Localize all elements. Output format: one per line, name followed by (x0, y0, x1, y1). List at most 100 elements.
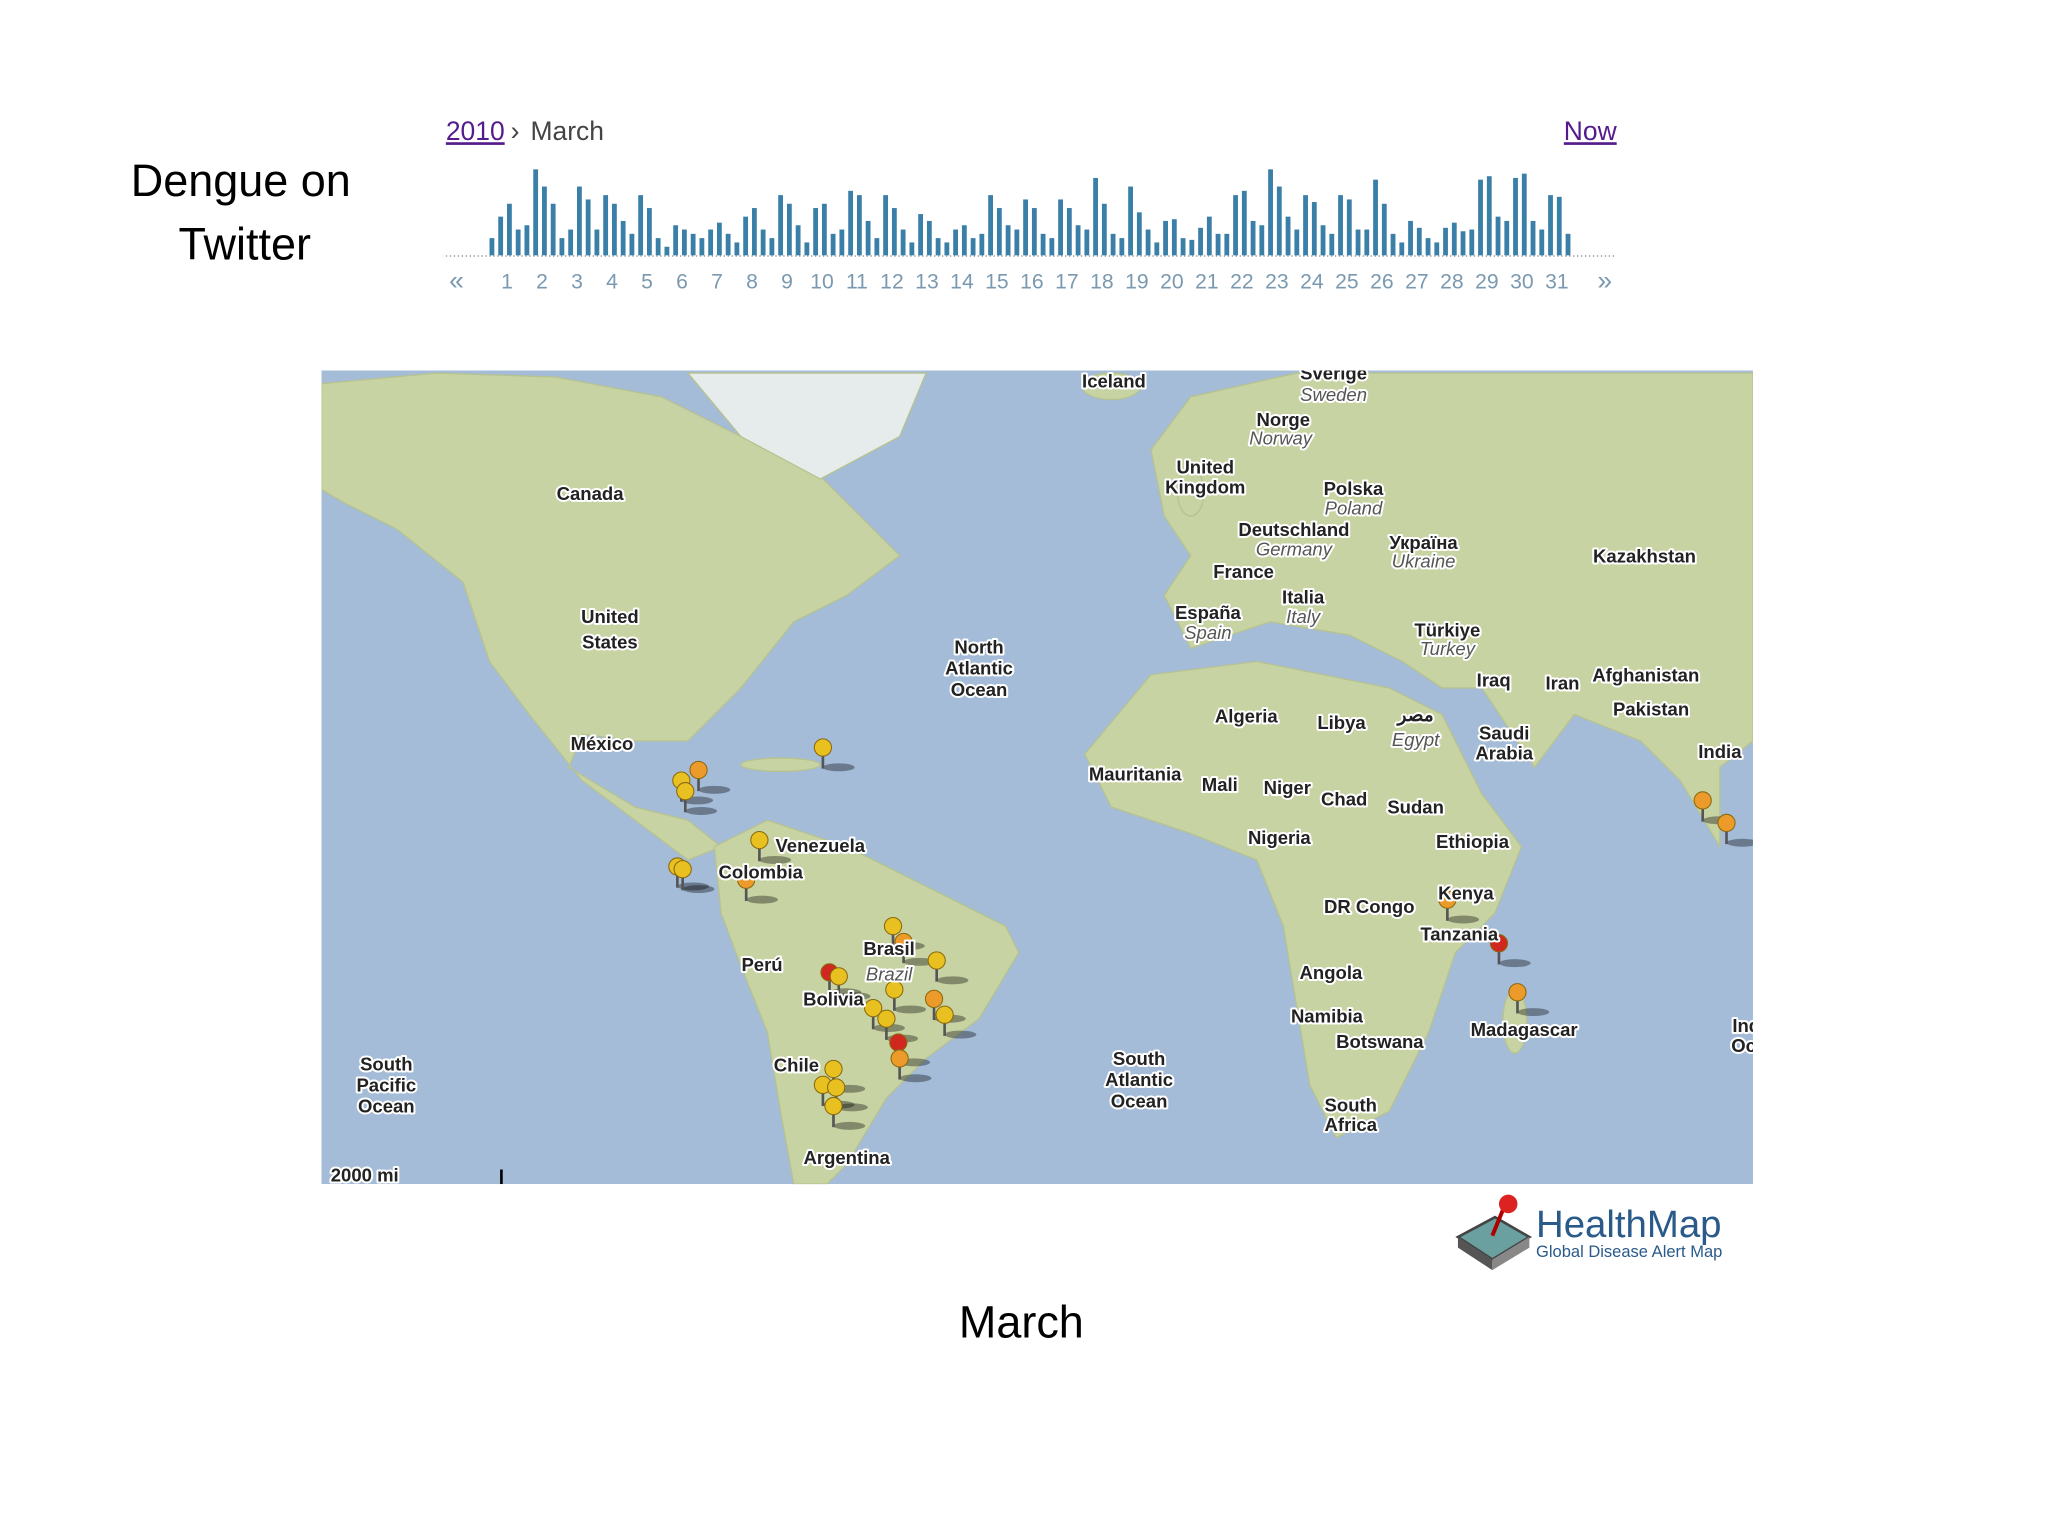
map-label: Iceland (1082, 371, 1146, 392)
bar (576, 186, 582, 256)
bar (559, 238, 565, 256)
bar (1110, 233, 1116, 256)
map-label: Mali (1202, 774, 1238, 795)
title-line: Dengue on (131, 155, 351, 206)
map-label: North (954, 637, 1003, 658)
bar (953, 229, 959, 256)
bar (839, 229, 845, 256)
day-label: 18 (1090, 270, 1114, 293)
pin-head (676, 782, 695, 801)
bar (507, 203, 512, 256)
pin-head (927, 951, 946, 970)
africa (1084, 660, 1523, 1139)
bar (1443, 227, 1448, 256)
pin-head (924, 989, 944, 1008)
day-label: 26 (1370, 270, 1394, 293)
uk (1176, 467, 1205, 517)
map-label: Argentina (804, 1147, 891, 1168)
day-label: 15 (985, 270, 1009, 293)
bar (786, 203, 792, 256)
bar (1224, 233, 1230, 256)
map-label: Sudan (1387, 797, 1444, 818)
pin-shadow (903, 957, 936, 966)
pin-shadow (822, 763, 855, 772)
map-label: Arabia (1475, 742, 1533, 763)
map-label: Kazakhstan (1593, 545, 1696, 566)
bar (542, 186, 547, 256)
map-label: Deutschland (1238, 519, 1349, 540)
land (321, 372, 1753, 1185)
next-button[interactable]: » (1597, 266, 1612, 296)
bar (585, 199, 591, 256)
map-label: Spain (1184, 622, 1231, 643)
bar (1040, 233, 1046, 256)
day-label: 2 (536, 270, 548, 293)
now-link[interactable]: Now (1564, 116, 1618, 146)
pin-shadow (685, 807, 718, 815)
bar (594, 229, 600, 256)
caribbean (740, 757, 821, 772)
bar (655, 238, 661, 256)
title-line: Twitter (179, 218, 311, 269)
bar (1425, 238, 1431, 256)
bar (1451, 222, 1457, 256)
bar (1373, 179, 1378, 256)
bar (1408, 220, 1413, 256)
pin-head (1489, 934, 1509, 953)
day-label: 14 (950, 270, 974, 293)
bar (1311, 202, 1317, 256)
bar (970, 238, 976, 256)
map-label: Chad (1321, 789, 1367, 810)
bar (821, 203, 827, 256)
map-label: India (1698, 741, 1742, 762)
bar (909, 242, 915, 256)
pin-shadow (1517, 1008, 1550, 1017)
bar (1101, 203, 1107, 256)
pin-shadow (759, 855, 792, 864)
bar (620, 220, 626, 256)
pin-head (883, 916, 903, 936)
pin-head (935, 1005, 954, 1024)
map-label: مصر (1396, 704, 1434, 726)
map-label: Botswana (1336, 1031, 1424, 1052)
day-label: 22 (1230, 270, 1254, 293)
bar (1364, 229, 1370, 256)
eurasia (1150, 372, 1753, 850)
bar (1338, 195, 1343, 256)
bar (533, 169, 539, 256)
bar (1294, 229, 1300, 256)
year-link[interactable]: 2010 (446, 116, 505, 146)
pin-head (813, 738, 833, 757)
pin-head (885, 980, 904, 999)
bar (1233, 195, 1238, 256)
day-label: 23 (1265, 270, 1289, 293)
bar (1206, 216, 1212, 256)
bar (996, 208, 1002, 256)
bar (734, 242, 740, 256)
pin-head (1717, 813, 1736, 833)
map-label: Kenya (1438, 883, 1494, 904)
pin-head (689, 760, 708, 780)
bar (1093, 177, 1098, 256)
pin-head (829, 967, 848, 986)
prev-button[interactable]: « (449, 266, 464, 296)
map-label: Madagascar (1471, 1019, 1578, 1040)
map-label: Ukraine (1392, 551, 1456, 572)
bar (1014, 229, 1020, 256)
map-label: South (1113, 1048, 1165, 1069)
logo-name: HealthMap (1536, 1203, 1722, 1246)
bar (918, 214, 924, 256)
day-label: 6 (676, 270, 688, 293)
pin-shadow (936, 976, 969, 985)
map-label: France (1213, 561, 1274, 582)
map-label: Indian (1732, 1015, 1787, 1036)
pin-shadow (1498, 959, 1531, 968)
map-label: Chile (774, 1055, 819, 1076)
bar (725, 233, 731, 256)
bar (673, 225, 679, 256)
map-label: Ocean (1731, 1035, 1788, 1056)
bar (935, 238, 941, 256)
map-label: Norway (1249, 428, 1314, 449)
